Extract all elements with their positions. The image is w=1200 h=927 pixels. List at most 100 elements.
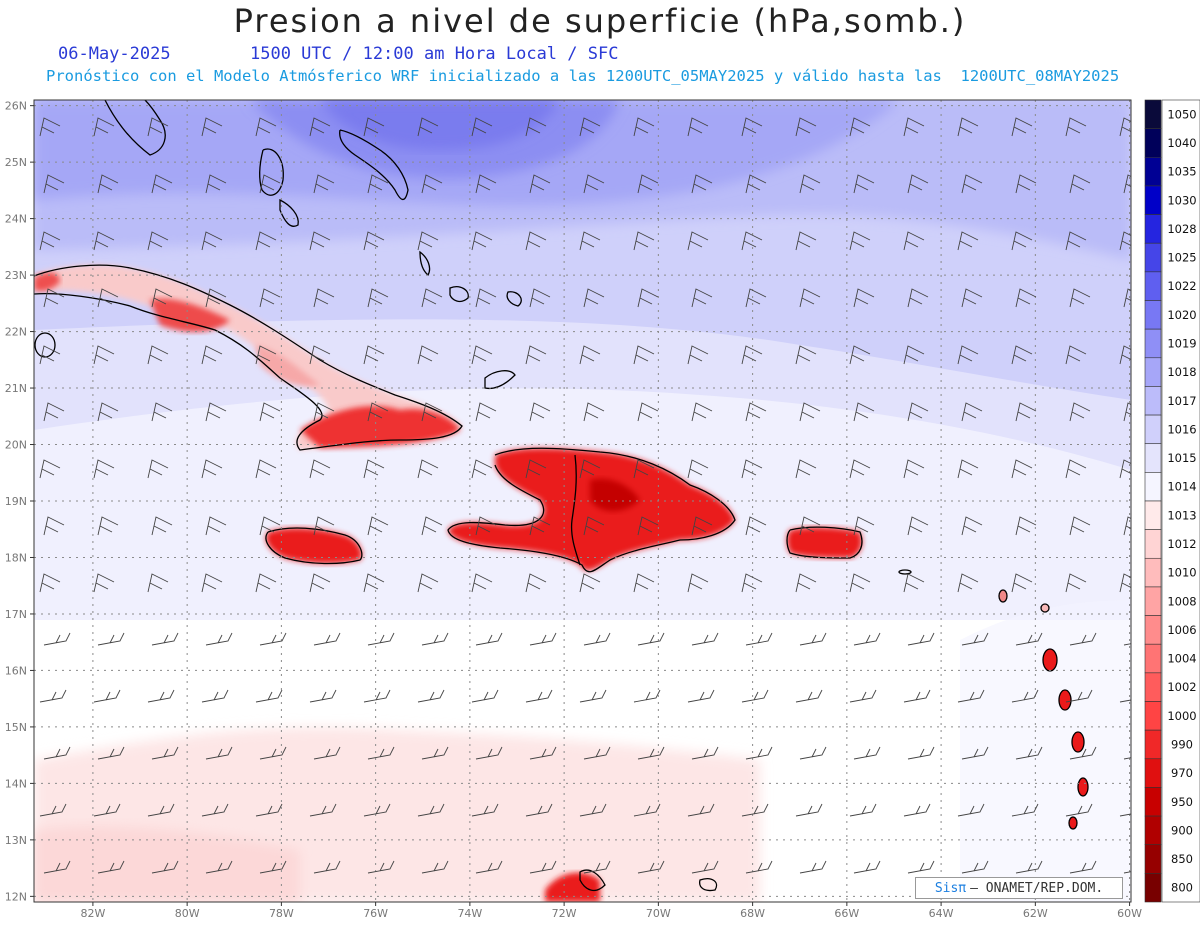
wind-barb [40,918,66,927]
wind-barb [43,632,71,646]
lat-label-19N: 19N [5,495,27,508]
wind-barb [1069,174,1091,194]
wind-barb [1011,231,1033,251]
wind-barb [795,117,817,137]
legend-swatch [1144,386,1162,416]
wind-barb [201,117,223,137]
wind-barb [745,632,773,646]
wind-barb [799,402,821,422]
wind-barb [93,459,115,479]
wind-barb [147,231,169,251]
wind-barb [1119,699,1131,703]
wind-barb [1011,689,1039,703]
wind-barb [471,689,499,703]
lat-label-15N: 15N [5,721,27,734]
wind-barb [687,117,709,137]
wind-barb [1123,516,1131,536]
coastlines [34,100,1089,892]
wind-barb [525,573,547,593]
wind-barb [421,288,443,308]
wind-barb [1119,573,1131,593]
wind-barb [363,573,385,593]
wind-barb [903,459,925,479]
wind-barb [151,174,173,194]
wind-barb [903,803,931,817]
wind-barb [39,573,61,593]
wind-barb [97,860,125,874]
wind-barb [583,746,611,760]
wind-barb [1069,516,1091,536]
wind-barb [471,117,493,137]
lon-label-74W: 74W [457,907,482,920]
wind-barb [1015,746,1043,760]
wind-barb [93,689,121,703]
forecast-model-info: Pronóstico con el Modelo Atmósferico WRF… [46,67,1120,85]
legend-swatch [1144,844,1162,874]
wind-barb [795,459,817,479]
wind-barb [367,174,389,194]
wind-barb [907,402,929,422]
wind-barb [367,288,389,308]
wind-barb [205,402,227,422]
wind-barb [637,516,659,536]
lon-label-76W: 76W [363,907,388,920]
legend-label-1004: 1004 [1167,652,1196,666]
legend-swatch [1144,787,1162,817]
legend-swatch [1144,557,1162,588]
wind-barb [637,860,665,874]
wind-barb [961,860,989,874]
wind-barb [43,174,65,194]
wind-barb [310,918,336,927]
wind-barb [907,516,929,536]
lat-label-20N: 20N [5,439,27,452]
wind-barb [579,459,601,479]
legend-swatch [1144,328,1162,359]
wind-barb [147,345,169,365]
wind-barb [1123,402,1131,422]
wind-barb [907,632,935,646]
wind-barb [583,288,605,308]
wind-barb [741,689,769,703]
wind-barb [687,231,709,251]
legend-swatch [1144,500,1162,530]
wind-barb [313,288,335,308]
wind-barb [853,632,881,646]
wind-barb [745,174,767,194]
lat-label-23N: 23N [5,269,27,282]
wind-barb [579,231,601,251]
wind-barb [421,746,449,760]
wind-barb [309,231,331,251]
wind-barb [43,402,65,422]
wind-barb [957,803,985,817]
legend-swatch [1144,873,1162,903]
wind-barb [151,402,173,422]
legend-swatch [1144,529,1162,559]
legend-swatch [1144,156,1162,187]
wind-barb [475,516,497,536]
lon-label-68W: 68W [740,907,765,920]
legend-swatch [1144,643,1162,674]
wind-barb [255,459,277,479]
wind-barb [853,288,875,308]
wind-barb [1065,117,1087,137]
lon-label-64W: 64W [929,907,954,920]
wind-barb [417,231,439,251]
wind-barb [367,632,395,646]
wind-barb [525,803,553,817]
wind-barb [529,746,557,760]
sispi-logo-text: Sisπ [934,880,967,896]
wind-barb [637,288,659,308]
wind-barb [363,231,385,251]
wind-barb [957,689,985,703]
wind-barb [853,746,881,760]
wind-barb [637,402,659,422]
wind-barb [471,573,493,593]
wind-barb [741,573,763,593]
wind-barb [691,288,713,308]
legend-swatch [1144,357,1162,387]
wind-barb [1119,117,1131,137]
map-title: Presion a nivel de superficie (hPa,somb.… [233,2,967,40]
wind-barb [637,174,659,194]
wind-barb [633,117,655,137]
